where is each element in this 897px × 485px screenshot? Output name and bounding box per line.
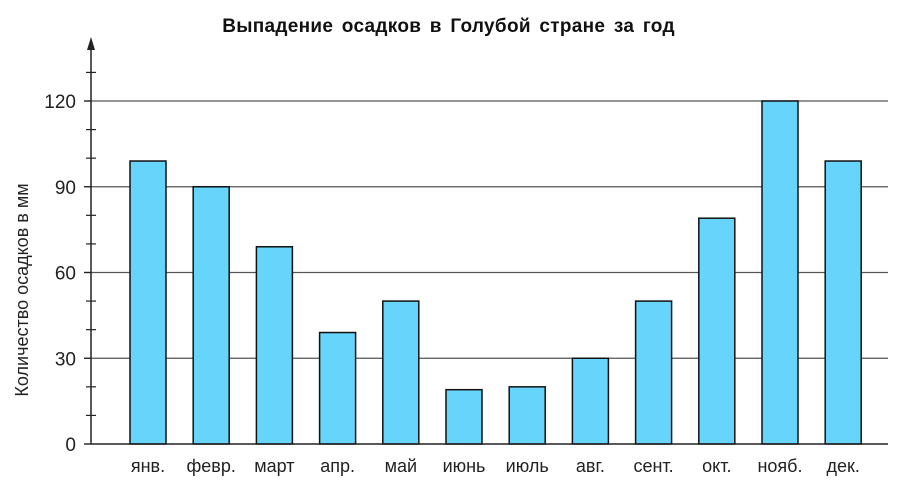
x-tick-label: сент.: [633, 456, 673, 476]
y-tick-label: 120: [44, 92, 76, 113]
x-tick-label: март: [254, 456, 294, 476]
bar-11: [761, 100, 799, 445]
y-tick-labels: 0 30 60 90 120: [44, 92, 76, 456]
x-tick-label: апр.: [320, 456, 355, 476]
bar-9: [634, 300, 673, 445]
x-tick-label: нояб.: [757, 456, 802, 476]
y-axis: [84, 37, 888, 445]
y-axis-arrow-icon: [87, 37, 95, 50]
bar-5: [382, 300, 420, 445]
bar-12: [824, 160, 862, 445]
bar-2: [192, 186, 230, 445]
y-tick-label: 60: [55, 264, 76, 285]
bar-10: [698, 217, 736, 445]
x-tick-label: май: [385, 456, 417, 476]
x-tick-label: февр.: [186, 456, 235, 476]
x-tick-label: янв.: [131, 456, 165, 476]
y-tick-label: 30: [55, 349, 76, 370]
x-tick-label: июнь: [443, 456, 486, 476]
x-tick-label: окт.: [702, 456, 731, 476]
x-tick-label: авг.: [576, 456, 605, 476]
y-tick-label: 90: [55, 178, 76, 199]
x-tick-label: июль: [506, 456, 549, 476]
bar-8: [571, 357, 610, 445]
bar-7: [508, 386, 546, 445]
bar-3: [255, 246, 294, 445]
x-tick-labels: янв. февр. март апр. май июнь июль авг. сент. окт…: [131, 456, 860, 476]
chart-title: Выпадение осадков в Голубой стране за го…: [222, 16, 675, 37]
bar-1: [129, 160, 167, 445]
y-axis-title: Количество осадков в мм: [12, 183, 32, 396]
y-tick-label: 0: [65, 435, 76, 456]
bar-4: [318, 331, 357, 445]
x-tick-label: дек.: [827, 456, 860, 476]
bar-6: [445, 388, 483, 445]
